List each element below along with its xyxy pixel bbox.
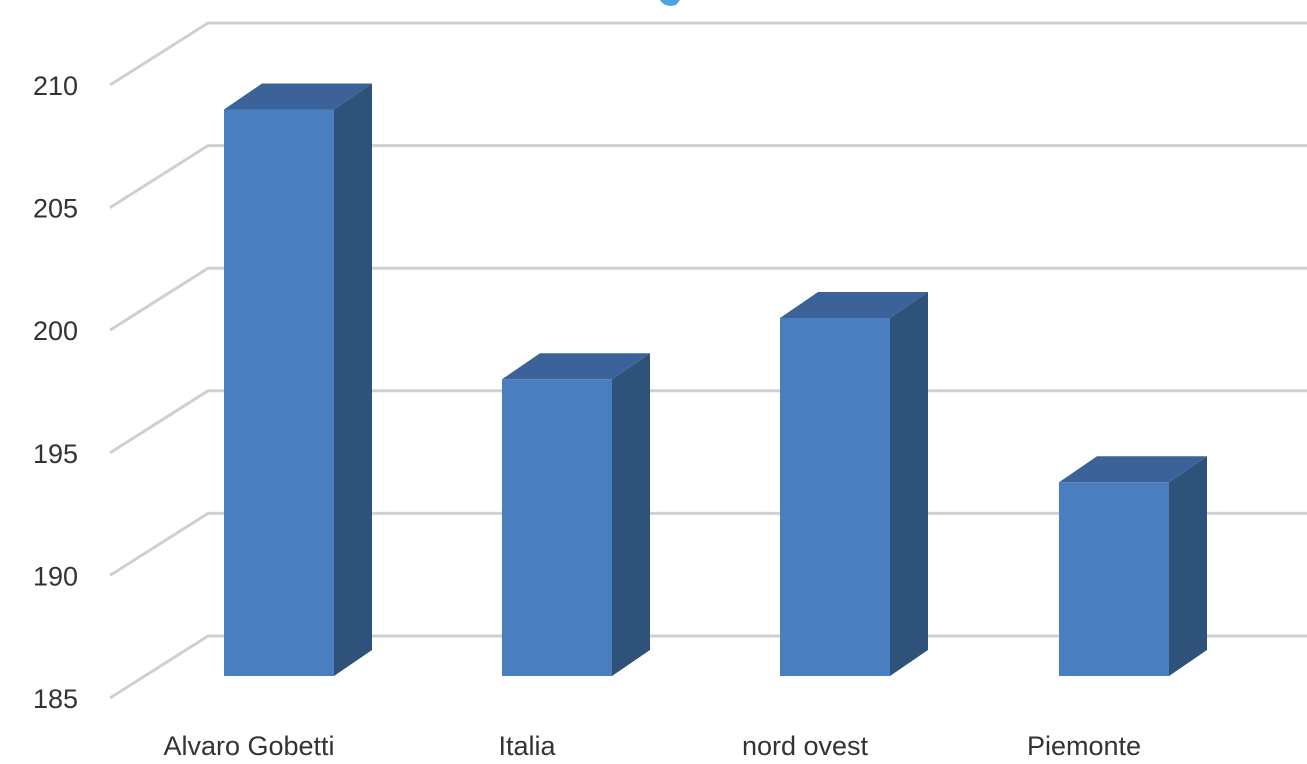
bar-side xyxy=(890,291,928,676)
bars xyxy=(224,83,1207,676)
x-tick-label: Italia xyxy=(498,731,556,759)
y-tick-label: 210 xyxy=(33,71,78,101)
title-fragment-mark xyxy=(660,0,680,6)
bar xyxy=(502,353,650,676)
x-tick-label: nord ovest xyxy=(742,731,869,759)
y-tick-label: 200 xyxy=(33,316,78,346)
bar-front xyxy=(224,109,334,676)
y-axis-ticks: 185 190 195 200 205 210 xyxy=(33,71,78,714)
y-tick-label: 185 xyxy=(33,684,78,714)
bar-front xyxy=(1059,482,1169,676)
bar-top xyxy=(1059,456,1207,483)
bar xyxy=(1059,456,1207,676)
bar xyxy=(780,291,928,676)
bar-front xyxy=(780,317,890,676)
x-axis-labels: Alvaro Gobetti Italia nord ovest Piemonte xyxy=(163,731,1141,761)
gridline xyxy=(109,21,1307,87)
gridline xyxy=(109,389,1307,455)
title-fragment xyxy=(660,0,680,6)
y-tick-label: 205 xyxy=(33,194,78,224)
gridline xyxy=(109,266,1307,332)
bar-top xyxy=(502,353,650,380)
bar-side xyxy=(334,83,372,676)
y-tick-label: 195 xyxy=(33,439,78,469)
bar xyxy=(224,83,372,676)
bar-front xyxy=(502,379,612,676)
x-tick-label: Piemonte xyxy=(1027,731,1141,759)
bar-side xyxy=(612,353,650,676)
gridline xyxy=(109,634,1307,700)
bar-top xyxy=(224,83,372,110)
x-tick-label: Alvaro Gobetti xyxy=(163,731,334,759)
y-tick-label: 190 xyxy=(33,561,78,591)
bar-side xyxy=(1169,456,1207,676)
gridlines xyxy=(109,21,1307,700)
gridline xyxy=(109,144,1307,209)
bar-top xyxy=(780,291,928,318)
gridline xyxy=(109,511,1307,577)
